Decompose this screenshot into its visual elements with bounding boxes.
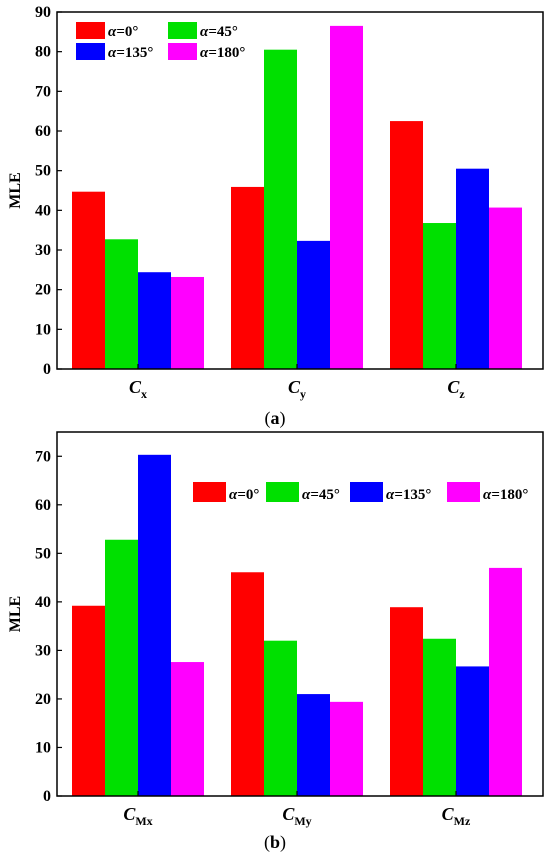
plot-frame	[56, 11, 544, 370]
bar-alpha180-2	[330, 701, 363, 796]
y-tick-label: 90	[35, 4, 51, 21]
legend-label: α=45°	[302, 487, 340, 503]
y-tick-label: 0	[43, 788, 51, 805]
legend-label: α=180°	[200, 45, 245, 61]
bar-alpha45-1	[105, 239, 138, 369]
legend-label: α=135°	[108, 45, 153, 61]
bar-alpha180-3	[489, 207, 522, 369]
legend-label: α=135°	[386, 487, 431, 503]
bar-alpha135-1	[138, 272, 171, 369]
bar-alpha135-3	[456, 666, 489, 796]
y-axis-label: MLE	[7, 596, 24, 632]
y-tick-label: 10	[35, 739, 51, 756]
x-category-label: CMx	[123, 804, 152, 828]
bar-alpha135-3	[456, 168, 489, 369]
y-tick-label: 50	[35, 545, 51, 562]
bar-alpha180-1	[171, 276, 204, 369]
y-tick-label: 70	[35, 83, 51, 100]
bar-alpha45-2	[264, 49, 297, 369]
bar-alpha0-1	[72, 605, 105, 796]
y-tick-label: 70	[35, 448, 51, 465]
y-tick-label: 20	[35, 691, 51, 708]
legend-label: α=180°	[483, 487, 528, 503]
bar-alpha0-1	[72, 191, 105, 369]
legend-label: α=0°	[229, 487, 259, 503]
bar-alpha180-2	[330, 25, 363, 370]
x-category-label: CMz	[442, 804, 471, 828]
x-category-label: Cx	[129, 377, 147, 401]
plot-frame	[56, 431, 544, 797]
bar-alpha0-3	[390, 607, 423, 796]
legend-swatch	[168, 43, 197, 60]
legend-swatch	[350, 482, 383, 502]
bar-alpha0-2	[231, 572, 264, 796]
legend-swatch	[168, 22, 197, 39]
y-axis-label: MLE	[7, 172, 24, 208]
legend-label: α=45°	[200, 24, 238, 40]
bar-alpha135-1	[138, 454, 171, 796]
bar-alpha45-3	[423, 223, 456, 369]
bar-alpha180-3	[489, 567, 522, 796]
bar-alpha135-2	[297, 694, 330, 796]
x-category-label: Cy	[288, 377, 306, 401]
legend-swatch	[76, 43, 105, 60]
legend-swatch	[447, 482, 480, 502]
chart-caption: (b)	[264, 832, 286, 853]
y-tick-label: 30	[35, 242, 51, 259]
y-tick-label: 0	[43, 361, 51, 378]
bar-alpha45-3	[423, 638, 456, 796]
y-tick-label: 40	[35, 202, 51, 219]
bar-alpha135-2	[297, 240, 330, 369]
bar-alpha0-2	[231, 186, 264, 369]
legend-swatch	[193, 482, 226, 502]
y-tick-label: 60	[35, 497, 51, 514]
bar-alpha180-1	[171, 662, 204, 796]
y-tick-label: 10	[35, 321, 51, 338]
legend-swatch	[76, 22, 105, 39]
y-tick-label: 50	[35, 163, 51, 180]
bar-alpha45-1	[105, 539, 138, 796]
bar-alpha0-3	[390, 121, 423, 369]
chart-a: 0 10 20 30 40 50 60 70 80 90 MLE Cx Cy Cz α=0° α=45° α=1…	[7, 4, 544, 429]
y-tick-label: 20	[35, 282, 51, 299]
bar-alpha45-2	[264, 640, 297, 796]
y-tick-label: 60	[35, 123, 51, 140]
legend-swatch	[266, 482, 299, 502]
y-tick-label: 40	[35, 594, 51, 611]
x-category-label: CMy	[282, 804, 311, 828]
chart-b: 0 10 20 30 40 50 60 70 MLE CMx CMy CMz α=0° α=45° α=13…	[7, 431, 544, 853]
chart-caption: (a)	[265, 408, 286, 429]
legend-label: α=0°	[108, 24, 138, 40]
y-tick-label: 80	[35, 44, 51, 61]
y-tick-label: 30	[35, 642, 51, 659]
x-category-label: Cz	[447, 377, 465, 401]
